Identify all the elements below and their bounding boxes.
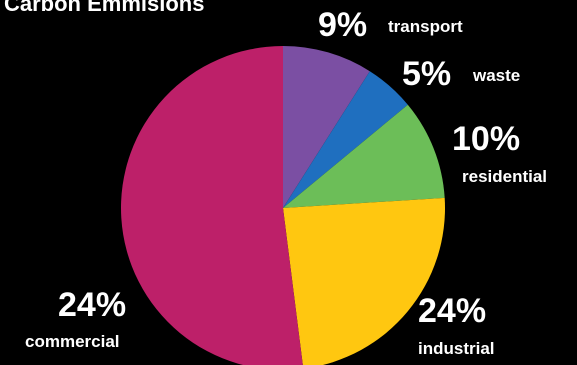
pie-slice-industrial <box>283 197 445 365</box>
waste-percent-label: 5% <box>402 55 452 93</box>
pie-slice-residential <box>283 104 445 208</box>
transport-category-label: transport <box>388 17 463 36</box>
industrial-percent-label: 24% <box>418 292 487 330</box>
commercial-category-label: commercial <box>25 332 120 351</box>
pie-slice-commercial <box>121 46 303 365</box>
commercial-percent-label: 24% <box>58 286 127 324</box>
chart-title: Carbon Emmisions <box>4 0 205 16</box>
pie-slice-waste <box>283 71 408 209</box>
residential-percent-label: 10% <box>452 120 521 158</box>
residential-category-label: residential <box>462 167 548 186</box>
transport-percent-label: 9% <box>318 6 368 44</box>
industrial-category-label: industrial <box>418 339 495 358</box>
waste-category-label: waste <box>473 66 521 85</box>
pie-slice-transport <box>283 46 370 208</box>
